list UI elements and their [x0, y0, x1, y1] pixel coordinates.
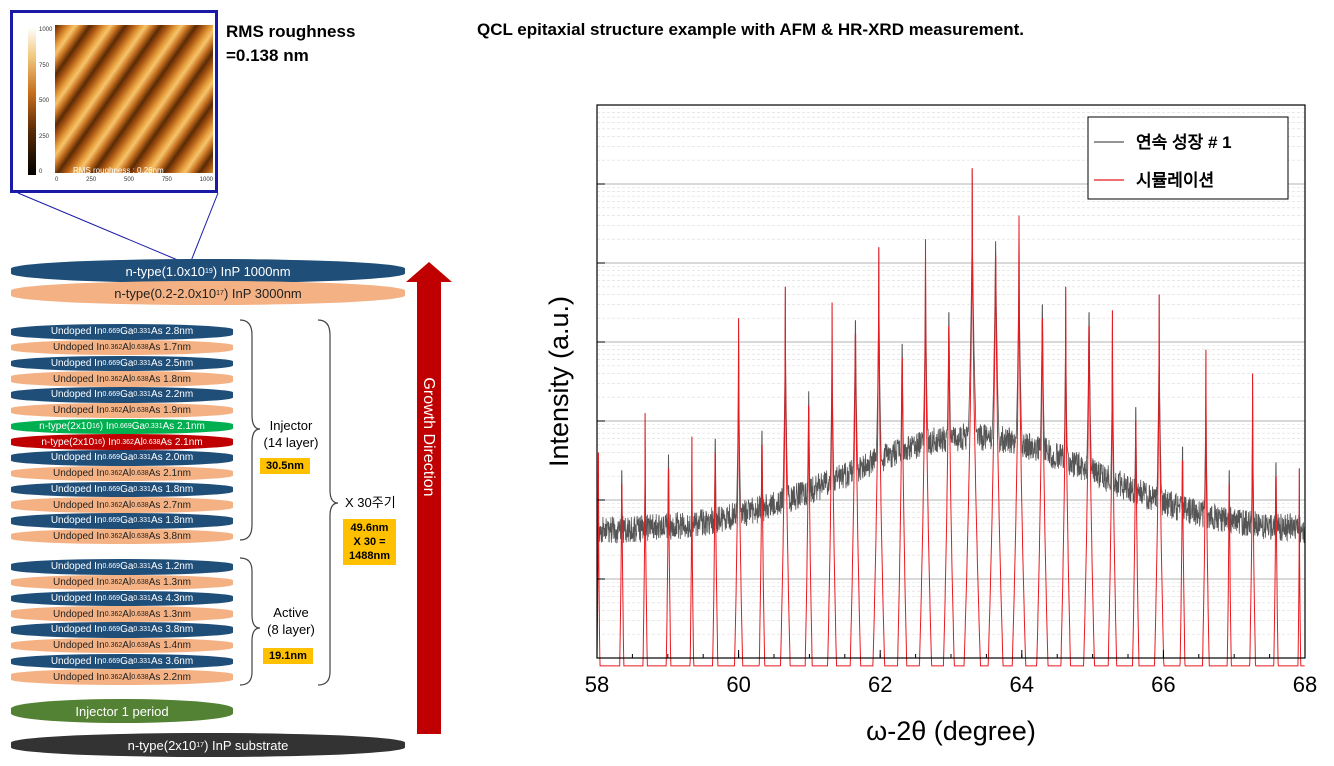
legend-label: 시뮬레이션: [1136, 171, 1214, 190]
injector-name: Injector: [256, 417, 326, 434]
epi-layer: n-type(2x10 16) In 0.669 Ga 0.331 As 2.1nm: [11, 419, 233, 435]
x-tick-label: 64: [1010, 672, 1034, 697]
y-axis-label: Intensity (a.u.): [544, 296, 574, 467]
epi-layer: Undoped In 0.362 Al 0.638 As 1.8nm: [11, 371, 233, 387]
epi-layer: Undoped In 0.362 Al 0.638 As 1.7nm: [11, 340, 233, 356]
x-axis-label: ω-2θ (degree): [866, 716, 1036, 746]
legend-label: 연속 성장 # 1: [1136, 133, 1232, 152]
epi-layer: Undoped In 0.669 Ga 0.331 As 2.5nm: [11, 356, 233, 372]
injector-thickness-badge: 30.5nm: [260, 458, 310, 474]
epi-layer: Undoped In 0.669 Ga 0.331 As 3.6nm: [11, 654, 233, 670]
epi-layer: Undoped In 0.362 Al 0.638 As 3.8nm: [11, 529, 233, 545]
cap-layer-top: n-type(1.0x10 19) InP 1000nm: [11, 259, 405, 283]
epi-layer: Undoped In 0.669 Ga 0.331 As 2.0nm: [11, 450, 233, 466]
total-line-2: X 30 =: [349, 535, 390, 549]
substrate-layer: n-type(2x10 17) InP substrate: [11, 733, 405, 757]
epi-layer: Undoped In 0.362 Al 0.638 As 1.3nm: [11, 606, 233, 622]
active-thickness-badge: 19.1nm: [263, 648, 313, 664]
epi-layer: Undoped In 0.362 Al 0.638 As 2.1nm: [11, 466, 233, 482]
x-tick-label: 68: [1293, 672, 1317, 697]
active-name: Active: [256, 604, 326, 621]
growth-direction-arrow: [404, 260, 454, 736]
epi-layer: Undoped In 0.362 Al 0.638 As 1.4nm: [11, 638, 233, 654]
total-line-3: 1488nm: [349, 549, 390, 563]
injector-count: (14 layer): [256, 434, 326, 451]
x-tick-label: 60: [726, 672, 750, 697]
brace-graphics: [232, 315, 342, 695]
growth-direction-label: Growth Direction: [419, 377, 437, 496]
total-thickness-badge: 49.6nm X 30 = 1488nm: [343, 519, 396, 565]
xrd-chart: 58 60 62 64 66 68 ω-2θ (degree) Intensity (a.u.…: [530, 90, 1330, 760]
injector-period-layer: Injector 1 period: [11, 699, 233, 723]
epi-layer: Undoped In 0.669 Ga 0.331 As 3.8nm: [11, 622, 233, 638]
epi-layer: Undoped In 0.669 Ga 0.331 As 2.2nm: [11, 387, 233, 403]
page-title: QCL epitaxial structure example with AFM…: [477, 20, 1024, 40]
period-label: X 30주기: [345, 494, 396, 511]
growth-direction-wrap: Growth Direction: [418, 437, 438, 438]
cap-layer-second: n-type(0.2-2.0x10 17) InP 3000nm: [11, 281, 405, 305]
injector-group-label: Injector (14 layer): [256, 417, 326, 451]
epi-layer: Undoped In 0.669 Ga 0.331 As 2.8nm: [11, 324, 233, 340]
epi-layer: Undoped In 0.669 Ga 0.331 As 1.8nm: [11, 482, 233, 498]
epi-layer: Undoped In 0.362 Al 0.638 As 1.3nm: [11, 575, 233, 591]
epi-layer: Undoped In 0.362 Al 0.638 As 2.2nm: [11, 669, 233, 685]
epi-layer: Undoped In 0.669 Ga 0.331 As 4.3nm: [11, 591, 233, 607]
x-tick-label: 58: [585, 672, 609, 697]
x-tick-label: 62: [868, 672, 892, 697]
epi-layer: Undoped In 0.669 Ga 0.331 As 1.8nm: [11, 513, 233, 529]
epi-layer: n-type(2x10 16) In 0.362 Al 0.638 As 2.1nm: [11, 434, 233, 450]
epi-layer: Undoped In 0.362 Al 0.638 As 1.9nm: [11, 403, 233, 419]
zoom-lines: [0, 0, 420, 266]
epi-layer: Undoped In 0.362 Al 0.638 As 2.7nm: [11, 497, 233, 513]
x-tick-label: 66: [1151, 672, 1175, 697]
total-line-1: 49.6nm: [349, 521, 390, 535]
active-group-label: Active (8 layer): [256, 604, 326, 638]
active-count: (8 layer): [256, 621, 326, 638]
epi-layer: Undoped In 0.669 Ga 0.331 As 1.2nm: [11, 559, 233, 575]
